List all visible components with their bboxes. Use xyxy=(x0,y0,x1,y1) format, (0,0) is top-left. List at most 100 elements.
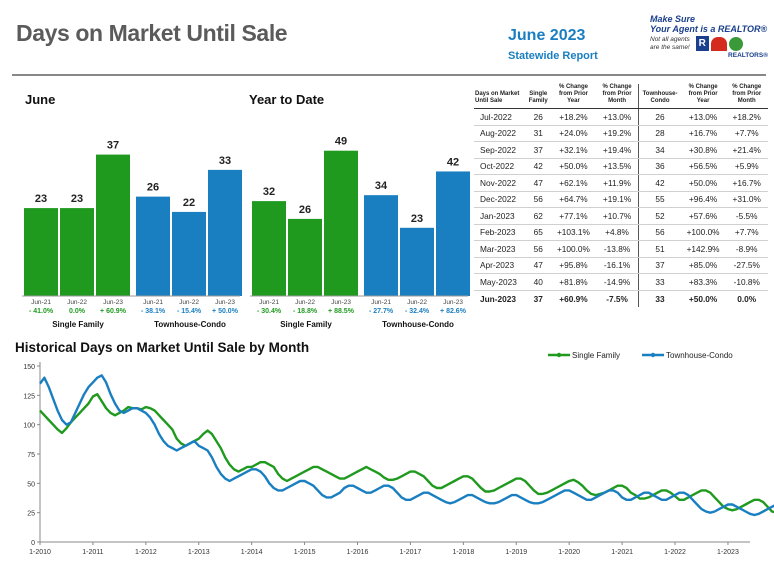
table-cell: Nov-2022 xyxy=(474,174,526,192)
table-row: Dec-2022 56 +64.7% +19.1% 55 +96.4% +31.0% xyxy=(474,191,768,208)
table-cell: -16.1% xyxy=(595,257,639,274)
bar xyxy=(364,195,398,296)
bar xyxy=(400,227,434,296)
header-rule xyxy=(12,74,766,76)
bar-value-label: 26 xyxy=(299,204,311,216)
table-row: Mar-2023 56 +100.0% -13.8% 51 +142.9% -8.9% xyxy=(474,240,768,258)
bar xyxy=(436,171,470,296)
x-tick-label: 1-2017 xyxy=(400,549,422,556)
table-cell: 52 xyxy=(638,207,681,225)
table-cell: +19.1% xyxy=(595,191,639,208)
table-cell: +13.0% xyxy=(595,108,639,126)
bar-pct-change: - 15.4% xyxy=(177,308,202,315)
table-cell: +142.9% xyxy=(680,240,726,258)
bar-value-label: 37 xyxy=(107,140,119,152)
legend-marker xyxy=(650,352,656,358)
y-tick-label: 150 xyxy=(23,364,35,371)
bar-value-label: 42 xyxy=(447,156,459,168)
bar xyxy=(252,201,286,296)
group-label-townhouse-condo: Townhouse-Condo xyxy=(382,320,454,329)
bar-category-label: Jun-22 xyxy=(179,299,199,306)
table-cell: 34 xyxy=(638,141,681,159)
table-cell: +77.1% xyxy=(551,207,596,225)
bar xyxy=(324,150,358,296)
table-cell: +100.0% xyxy=(551,240,596,258)
bar xyxy=(136,196,170,296)
table-row: Jan-2023 62 +77.1% +10.7% 52 +57.6% -5.5% xyxy=(474,207,768,225)
bar-category-label: Jun-21 xyxy=(259,299,279,306)
table-cell: Jun-2023 xyxy=(480,293,516,304)
realtor-logo: Make Sure Your Agent is a REALTOR® Not a… xyxy=(650,14,768,59)
ytd-bar-chart: 32 Jun-21 - 30.4% 26 Jun-22 - 18.8% 49 Jun-23 + … xyxy=(250,136,470,329)
table-cell: +100.0% xyxy=(680,224,726,241)
x-tick-label: 1-2012 xyxy=(135,549,157,556)
monthly-stats-table: Days on Market Until Sale Single Family … xyxy=(474,84,768,307)
table-header: % Change from Prior Month xyxy=(725,84,768,109)
table-cell: Feb-2023 xyxy=(474,224,526,241)
bar-pct-change: - 41.0% xyxy=(29,308,54,315)
table-cell: +21.4% xyxy=(725,141,768,159)
table-cell: +96.4% xyxy=(680,191,726,208)
bar-category-label: Jun-22 xyxy=(295,299,315,306)
y-tick-label: 100 xyxy=(23,423,35,430)
bar-pct-change: - 30.4% xyxy=(257,308,282,315)
bar-category-label: Jun-23 xyxy=(443,299,463,306)
table-cell: Aug-2022 xyxy=(474,125,526,142)
bar-category-label: Jun-23 xyxy=(103,299,123,306)
x-tick-label: 1-2018 xyxy=(452,549,474,556)
table-cell: 36 xyxy=(638,158,681,175)
x-tick-label: 1-2022 xyxy=(664,549,686,556)
table-cell: +18.2% xyxy=(551,108,596,126)
table-cell: 47 xyxy=(525,257,552,274)
bar xyxy=(172,211,206,296)
table-row: Nov-2022 47 +62.1% +11.9% 42 +50.0% +16.7% xyxy=(474,174,768,192)
bar-value-label: 33 xyxy=(219,155,231,167)
bar-value-label: 22 xyxy=(183,197,195,209)
table-cell: +18.2% xyxy=(725,108,768,126)
table-cell: 40 xyxy=(525,273,552,291)
bar-pct-change: + 50.0% xyxy=(212,308,239,315)
table-cell: 42 xyxy=(638,174,681,192)
x-tick-label: 1-2020 xyxy=(558,549,580,556)
bar-category-label: Jun-22 xyxy=(407,299,427,306)
x-tick-label: 1-2023 xyxy=(717,549,739,556)
table-cell: 31 xyxy=(525,125,552,142)
table-cell: 62 xyxy=(525,207,552,225)
table-row: May-2023 40 +81.8% -14.9% 33 +83.3% -10.8% xyxy=(474,273,768,291)
x-tick-label: 1-2010 xyxy=(29,549,51,556)
table-cell: +32.1% xyxy=(551,141,596,159)
table-header: Townhouse-Condo xyxy=(638,84,681,109)
table-cell: +60.9% xyxy=(559,293,588,304)
tree-icon xyxy=(728,36,743,51)
bar-category-label: Jun-21 xyxy=(371,299,391,306)
table-cell: +16.7% xyxy=(725,174,768,192)
table-cell: 56 xyxy=(638,224,681,241)
table-cell: +7.7% xyxy=(725,125,768,142)
x-tick-label: 1-2016 xyxy=(347,549,369,556)
bar-category-label: Jun-21 xyxy=(143,299,163,306)
table-header: % Change from Prior Year xyxy=(551,84,596,109)
bar xyxy=(288,218,322,296)
table-cell: 56 xyxy=(525,240,552,258)
x-tick-label: 1-2013 xyxy=(188,549,210,556)
bar-pct-change: - 32.4% xyxy=(405,308,430,315)
bar xyxy=(60,208,94,296)
group-label-townhouse-condo: Townhouse-Condo xyxy=(154,320,226,329)
bar-value-label: 23 xyxy=(411,213,423,225)
x-tick-label: 1-2019 xyxy=(505,549,527,556)
table-cell: +24.0% xyxy=(551,125,596,142)
table-cell: +13.0% xyxy=(680,108,726,126)
x-tick-label: 1-2011 xyxy=(82,549,103,556)
table-cell: +16.7% xyxy=(680,125,726,142)
bar-value-label: 23 xyxy=(71,193,83,205)
x-tick-label: 1-2014 xyxy=(241,549,263,556)
table-cell: +64.7% xyxy=(551,191,596,208)
table-cell: +19.4% xyxy=(595,141,639,159)
report-heading: June 2023 Statewide Report xyxy=(508,27,628,62)
table-cell: 65 xyxy=(525,224,552,241)
table-cell: Sep-2022 xyxy=(474,141,526,159)
bar-value-label: 26 xyxy=(147,182,159,194)
bar-pct-change: - 18.8% xyxy=(293,308,318,315)
table-header: Days on Market Until Sale xyxy=(474,84,526,109)
legend-marker xyxy=(556,352,562,358)
